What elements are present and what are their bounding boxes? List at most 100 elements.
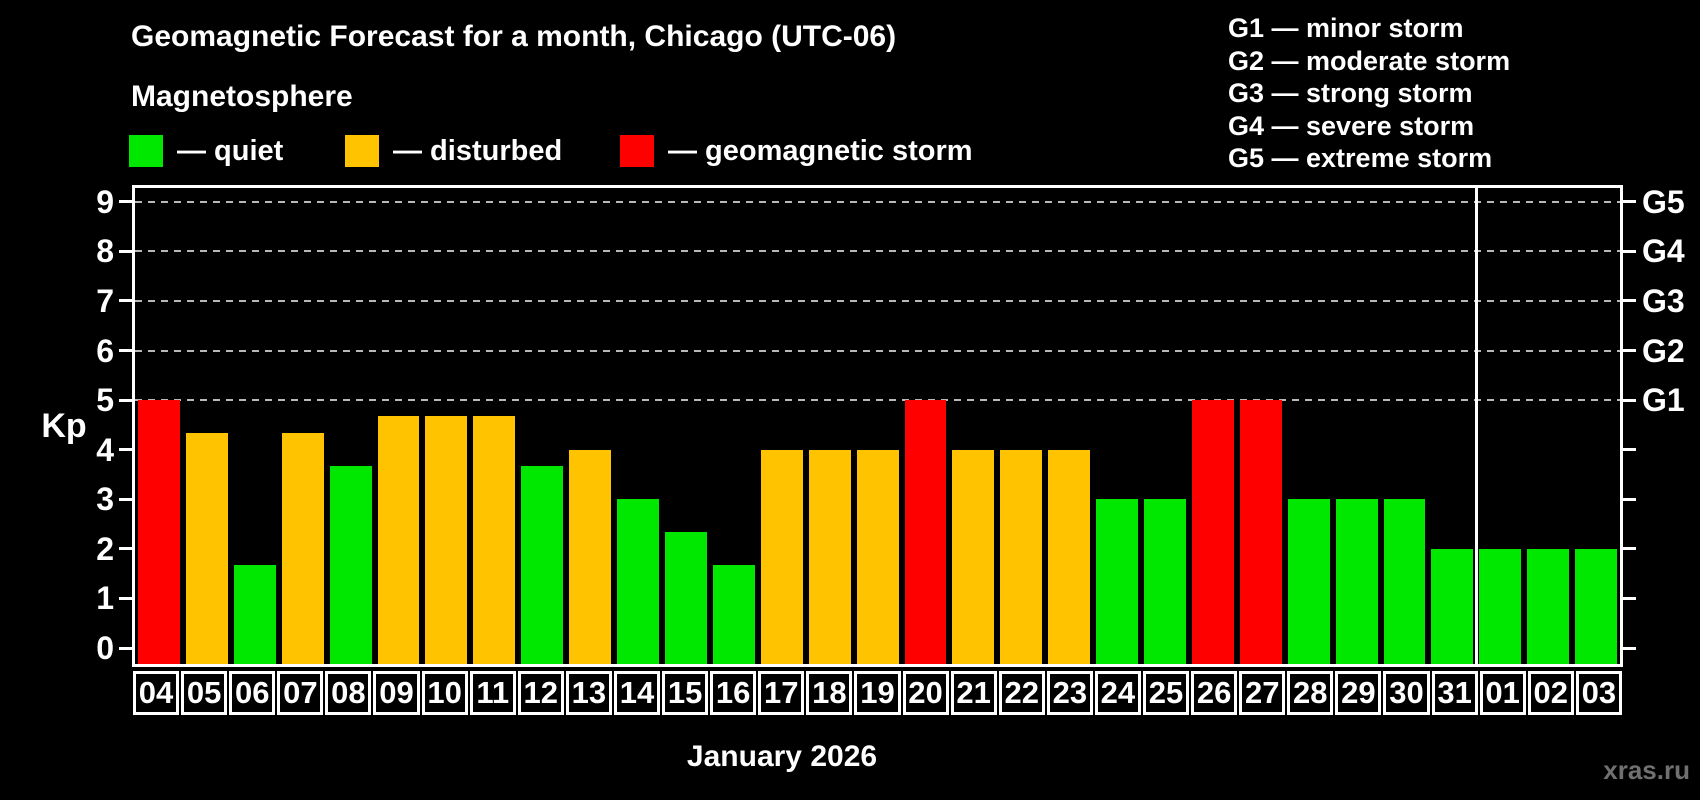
y-axis-tick-right-7 [1623,299,1636,303]
bar-slot-16 [710,188,758,664]
bar-day-03 [1575,548,1618,664]
bar-day-05 [185,433,228,664]
bar-slot-14 [614,188,662,664]
g-scale-label-g1: G1 [1642,382,1685,419]
bar-day-20 [904,400,947,664]
y-axis-label-1: 1 [96,580,114,617]
day-label-18: 18 [806,671,853,715]
bar-slot-03 [1572,188,1620,664]
bar-slot-18 [806,188,854,664]
y-axis-label-5: 5 [96,382,114,419]
bar-slot-08 [327,188,375,664]
bar-day-15 [664,532,707,664]
storm-color-swatch [620,135,654,167]
y-axis-tick-left-0 [119,646,132,650]
g-scale-label-g2: G2 [1642,332,1685,369]
x-axis-day-labels: 04 05 06 07 08 09 10 11 12 13 14 15 16 17 18 19 20 21 22 23… [132,671,1623,715]
bar-day-23 [1048,449,1091,664]
day-label-28: 28 [1287,671,1334,715]
y-axis-tick-left-2 [119,547,132,551]
day-label-07: 07 [277,671,324,715]
legend-item-disturbed: — disturbed [345,135,562,167]
y-axis-tick-right-5 [1623,398,1636,402]
gridline-kp-9 [135,200,1620,203]
gridline-kp-5 [135,399,1620,402]
bar-day-10 [425,416,468,664]
day-label-02: 02 [1527,671,1574,715]
bar-day-04 [138,400,180,664]
legend-item-storm: — geomagnetic storm [620,135,973,167]
bars-layer [135,188,1620,664]
storm-scale-g5: G5 — extreme storm [1228,143,1493,173]
bar-day-01 [1479,548,1522,664]
bar-slot-15 [662,188,710,664]
y-axis-tick-right-4 [1623,448,1636,452]
bar-slot-04 [135,188,183,664]
day-label-19: 19 [854,671,901,715]
day-label-23: 23 [1046,671,1093,715]
y-axis-tick-left-3 [119,497,132,501]
month-separator-line [1474,188,1478,664]
day-label-21: 21 [950,671,997,715]
legend-label-disturbed: — disturbed [393,134,563,167]
legend-label-storm: — geomagnetic storm [668,134,973,167]
bar-slot-26 [1189,188,1237,664]
day-label-08: 08 [325,671,372,715]
day-label-15: 15 [662,671,709,715]
y-axis-label-9: 9 [96,183,114,220]
bar-slot-13 [566,188,614,664]
y-axis-title: Kp [41,407,87,445]
y-axis-tick-right-3 [1623,497,1636,501]
day-label-25: 25 [1142,671,1190,715]
bar-slot-30 [1381,188,1429,664]
chart-title: Geomagnetic Forecast for a month, Chicag… [131,20,897,53]
bar-slot-17 [758,188,806,664]
bar-day-27 [1239,400,1282,664]
y-axis-label-0: 0 [96,630,114,666]
bar-day-16 [712,565,755,664]
y-axis-tick-right-2 [1623,547,1636,551]
g-scale-label-g4: G4 [1642,233,1685,270]
bar-day-17 [760,449,803,664]
bar-day-22 [1000,449,1043,664]
day-label-11: 11 [469,671,516,715]
chart-subtitle: Magnetosphere [131,80,353,113]
x-axis-title: January 2026 [686,740,878,773]
y-axis-tick-left-7 [119,299,132,303]
plot-inner [135,188,1620,664]
y-axis-label-4: 4 [96,431,114,468]
y-axis-tick-right-1 [1623,596,1636,600]
bar-day-08 [329,466,372,664]
bar-slot-12 [518,188,566,664]
y-axis-label-2: 2 [96,530,114,567]
y-axis-label-6: 6 [96,332,114,369]
bar-slot-06 [231,188,279,664]
day-label-26: 26 [1191,671,1238,715]
day-label-06: 06 [229,671,276,715]
day-label-17: 17 [758,671,805,715]
day-label-13: 13 [565,671,612,715]
storm-scale-legend: G1 — minor storm G2 — moderate storm G3 … [1228,12,1510,175]
plot-area [132,185,1623,667]
bar-slot-09 [375,188,423,664]
gridline-kp-8 [135,250,1620,253]
bar-slot-01 [1476,188,1524,664]
y-axis-tick-right-0 [1623,646,1636,650]
bar-day-07 [281,433,324,664]
day-label-14: 14 [613,671,661,715]
day-label-27: 27 [1239,671,1286,715]
g-scale-label-g3: G3 [1642,282,1685,319]
bar-day-14 [617,499,659,664]
g-scale-label-g5: G5 [1642,183,1685,220]
day-label-04: 04 [133,671,180,715]
bar-day-31 [1431,548,1474,664]
day-label-05: 05 [181,671,228,715]
bar-day-19 [856,449,899,664]
gridline-kp-6 [135,349,1620,352]
bar-slot-25 [1141,188,1189,664]
bar-day-29 [1335,499,1378,664]
bar-slot-10 [422,188,470,664]
bar-slot-05 [183,188,231,664]
y-axis-tick-right-6 [1623,349,1636,353]
